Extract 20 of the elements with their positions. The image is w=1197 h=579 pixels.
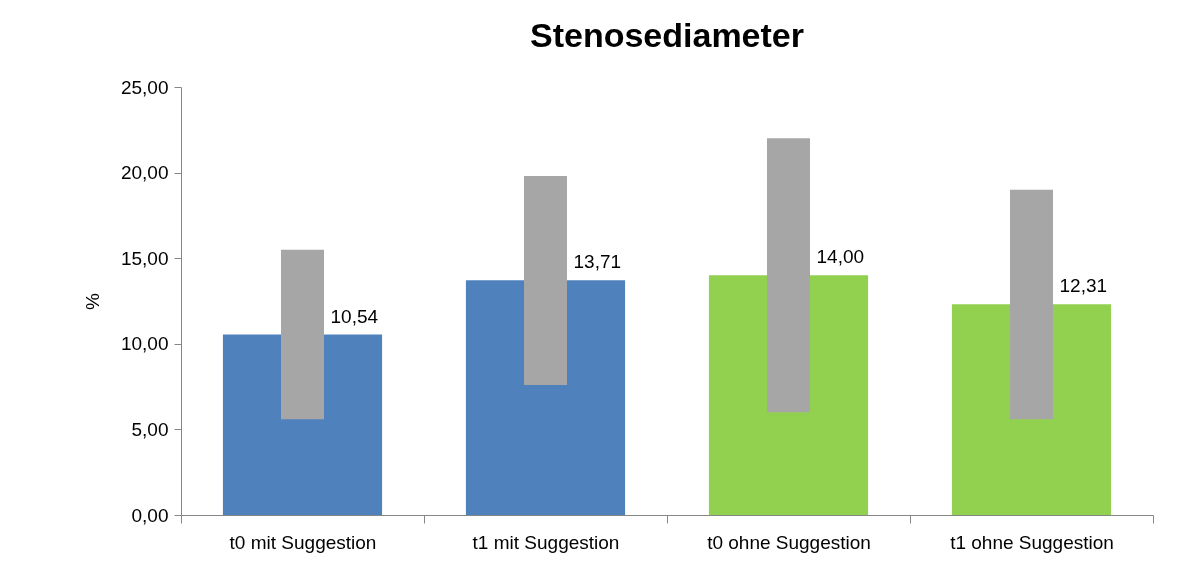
- y-tick-label: 10,00: [120, 333, 169, 355]
- data-label: 10,54: [330, 305, 379, 327]
- bar: [1009, 189, 1054, 420]
- x-tick-label: t0 mit Suggestion: [229, 531, 377, 553]
- x-tick-label: t1 mit Suggestion: [472, 531, 620, 553]
- y-axis-title: %: [81, 292, 103, 310]
- bar: [766, 138, 811, 413]
- y-tick-label: 20,00: [120, 162, 169, 184]
- chart-title: Stenosediameter: [530, 16, 804, 54]
- bar: [280, 249, 325, 420]
- x-tick-label: t1 ohne Suggestion: [950, 531, 1114, 553]
- y-tick-label: 0,00: [131, 504, 169, 526]
- x-tick-label: t0 ohne Suggestion: [707, 531, 871, 553]
- y-tick-label: 5,00: [131, 418, 169, 440]
- data-label: 14,00: [816, 246, 865, 268]
- data-label: 12,31: [1059, 275, 1108, 297]
- bar: [523, 176, 568, 385]
- y-tick-label: 25,00: [120, 76, 169, 98]
- y-tick-label: 15,00: [120, 247, 169, 269]
- data-label: 13,71: [573, 251, 622, 273]
